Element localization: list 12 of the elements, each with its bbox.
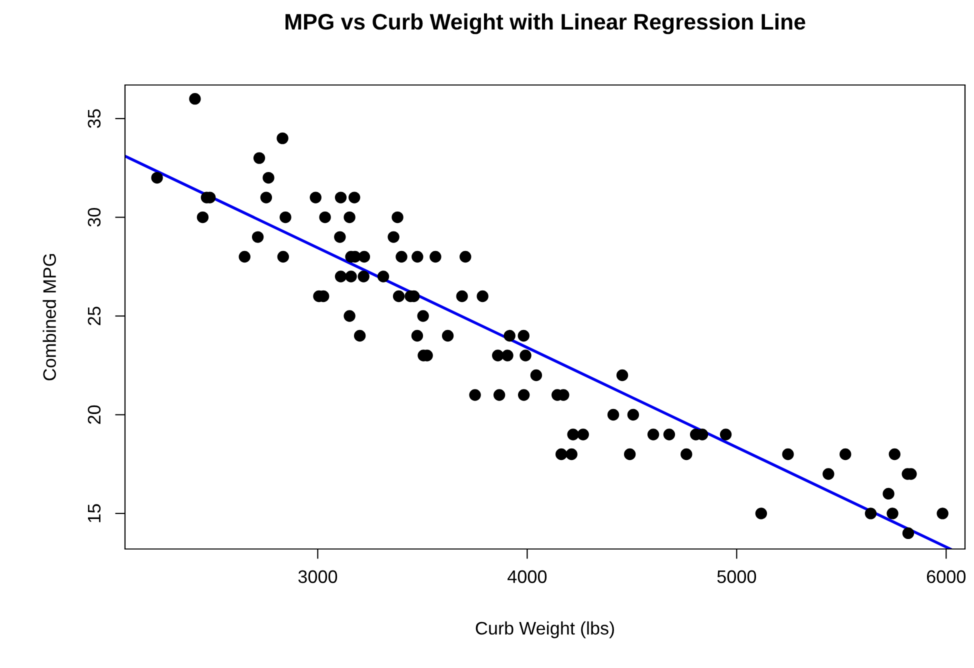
x-tick-label: 4000 <box>508 570 547 584</box>
x-tick-label: 6000 <box>926 570 966 584</box>
y-tick-label: 30 <box>88 208 101 227</box>
y-tick-label: 15 <box>88 504 101 522</box>
chart-title: MPG vs Curb Weight with Linear Regression Line <box>286 13 806 34</box>
y-tick-label: 25 <box>88 306 101 326</box>
y-axis-title: Combined MPG <box>42 254 56 380</box>
x-tick-label: 5000 <box>717 570 756 584</box>
y-tick-label: 35 <box>88 109 101 128</box>
x-tick-label: 3000 <box>298 570 338 584</box>
y-tick-label: 20 <box>88 405 101 424</box>
x-axis-title: Curb Weight (lbs) <box>476 621 614 638</box>
